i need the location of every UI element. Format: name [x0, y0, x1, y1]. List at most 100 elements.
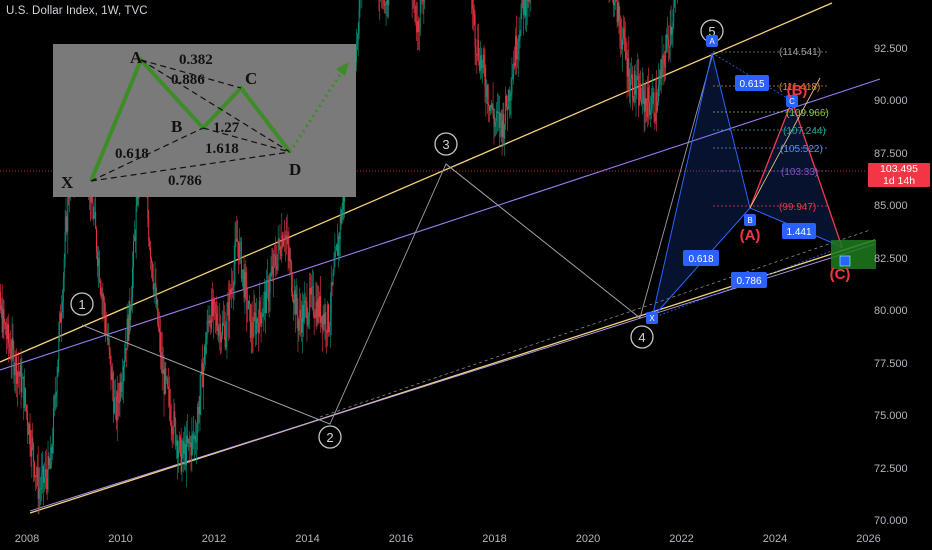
candle-body [502, 113, 504, 137]
candle-body [49, 465, 51, 469]
candle-body [489, 105, 491, 112]
candle-body [231, 287, 233, 291]
channel-upper-line[interactable] [0, 2, 833, 363]
candle-body [334, 253, 336, 268]
candle-body [524, 0, 526, 17]
candle-body [656, 91, 658, 112]
candle-body [634, 71, 636, 95]
candle-body [358, 9, 360, 34]
candle-body [487, 84, 489, 104]
candle-body [480, 55, 481, 71]
target-zone-box[interactable] [831, 240, 876, 269]
inset-diagram: X A B C D 0.382 0.886 1.27 0.618 1.618 0… [61, 48, 349, 192]
candle-body [94, 211, 96, 216]
candle-body [664, 64, 666, 68]
candle-body [485, 86, 487, 97]
wave-1-trend-line [81, 324, 331, 425]
candle-body [26, 411, 28, 426]
candle-body [151, 262, 153, 278]
candle-body [114, 397, 116, 413]
candle-body [95, 211, 97, 229]
candle-body [475, 46, 477, 55]
candle-body [282, 235, 284, 246]
candle-body [117, 391, 119, 402]
candle-body [177, 440, 178, 458]
price-axis[interactable]: 70.000 72.500 75.000 77.500 80.000 82.500 85.0… [866, 0, 932, 550]
candle-body [216, 313, 218, 326]
candle-body [649, 102, 650, 115]
candle-body [131, 297, 133, 311]
candle-body [62, 277, 64, 302]
candle-body [213, 299, 215, 304]
candle-body [3, 309, 5, 323]
candle-body [275, 255, 276, 266]
candle-body [64, 231, 66, 259]
candle-body [652, 92, 654, 97]
target-zone-icon[interactable] [839, 255, 851, 267]
candle-body [671, 27, 673, 35]
candle-body [631, 74, 632, 80]
candle-body [242, 269, 244, 271]
candle-body [30, 447, 32, 457]
candle-body [494, 122, 496, 127]
candle-body [46, 477, 48, 490]
candle-body [291, 262, 293, 293]
candle-body [173, 411, 175, 434]
candle-body [45, 469, 47, 478]
candle-body [246, 280, 248, 309]
candle-body [299, 309, 301, 321]
candle-body [480, 55, 482, 69]
current-price-badge: 103.495 1d 14h [868, 163, 930, 187]
channel-lower-line[interactable] [29, 239, 876, 514]
candle-body [21, 378, 23, 393]
candle-body [477, 39, 479, 56]
candle-body [359, 0, 361, 10]
time-tick-label: 2016 [388, 533, 414, 545]
candle-body [489, 106, 490, 112]
candle-body [386, 0, 388, 4]
candle-body [663, 56, 665, 65]
candle-body [24, 388, 26, 408]
candle-body [18, 374, 20, 377]
candle-body [636, 77, 638, 91]
candle-body [204, 346, 205, 364]
candle-body [44, 469, 46, 478]
candle-body [515, 36, 516, 67]
candle-body [268, 293, 270, 302]
candle-body [263, 298, 265, 314]
time-tick-label: 2026 [856, 533, 881, 545]
candle-body [506, 106, 508, 110]
candle-body [150, 246, 151, 259]
candle-body [640, 83, 641, 100]
candle-body [235, 238, 237, 242]
candle-body [22, 376, 24, 379]
candle-body [626, 58, 628, 77]
candle-body [641, 82, 643, 104]
candle-body [510, 92, 512, 96]
candle-body [266, 280, 267, 314]
candle-body [162, 369, 164, 374]
candle-body [0, 291, 1, 310]
candle-body [638, 75, 640, 105]
candle-body [416, 21, 418, 33]
candle-body [228, 301, 230, 321]
candle-body [255, 316, 257, 335]
channel-lower-line-2[interactable] [29, 243, 876, 512]
candle-body [616, 0, 618, 23]
candle-body [23, 376, 25, 408]
candle-body [233, 264, 235, 288]
inset-point-c: C [245, 69, 257, 88]
candle-body [112, 372, 114, 389]
candle-body [311, 286, 313, 288]
dashed-trend-line[interactable] [319, 229, 871, 418]
inset-ratio-127: 1.27 [213, 120, 240, 136]
candle-body [195, 435, 196, 443]
candle-body [499, 113, 501, 128]
candle-body [99, 281, 101, 288]
candle-body [161, 352, 163, 374]
candle-body [315, 301, 317, 318]
candle-body [191, 435, 193, 456]
candle-body [159, 327, 160, 333]
mid-channel-line[interactable] [0, 78, 881, 371]
